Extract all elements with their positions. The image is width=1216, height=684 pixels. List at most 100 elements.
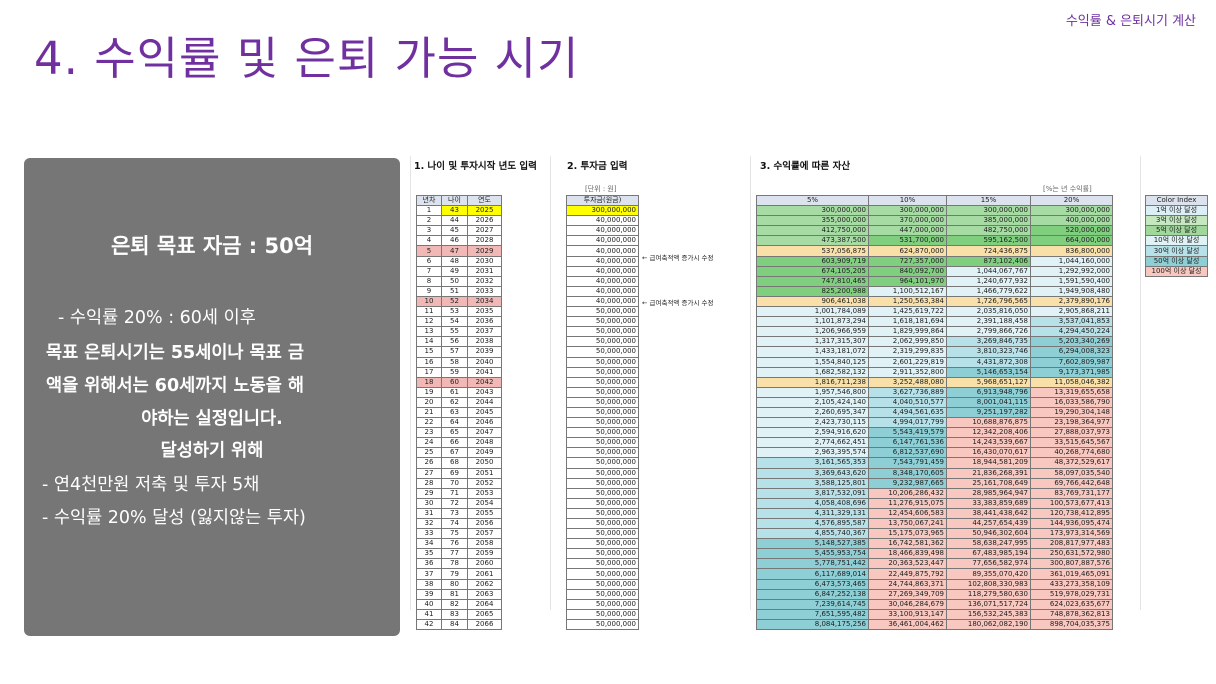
table-cell: 6,847,252,138 — [756, 588, 869, 600]
table-row: 32 74 2056 — [416, 517, 502, 530]
table-cell: 447,000,000 — [868, 225, 947, 237]
table-cell: 73 — [441, 507, 468, 520]
table-cell: 50,000,000 — [566, 507, 639, 520]
table-cell: 2042 — [467, 376, 502, 388]
table-cell: 2,105,424,140 — [756, 396, 869, 408]
table-row: 30 72 2054 — [416, 497, 502, 509]
table-row: 20 62 2044 — [416, 396, 502, 408]
table-cell: 19,290,304,148 — [1030, 406, 1113, 419]
col-header-principal: 투자금(원금) — [566, 194, 639, 207]
table-cell: 3,627,736,889 — [868, 386, 947, 398]
table-cell: 1,250,563,384 — [868, 295, 947, 308]
table-cell: 49 — [441, 265, 468, 277]
table-row: 40,000,000 — [566, 265, 639, 277]
table-row: 2,963,395,574 6,812,537,690 16,430,070,617… — [756, 447, 1113, 459]
age-year-table: 년차 나이 연도 1 43 2025 2 44 2026 3 45 2027 4 46 2028 5 47… — [416, 194, 502, 631]
table-cell: 40,000,000 — [566, 215, 639, 227]
table-row: 50,000,000 — [566, 447, 639, 459]
table-row: 50,000,000 — [566, 487, 639, 499]
table-cell: 664,000,000 — [1030, 235, 1113, 247]
table-row: 50,000,000 — [566, 497, 639, 509]
table-row: 1,554,840,125 2,601,229,819 4,431,872,308 7… — [756, 356, 1113, 368]
table-row: 29 71 2053 — [416, 487, 502, 499]
table-cell: 2,319,299,835 — [868, 346, 947, 358]
table-cell: 79 — [441, 568, 468, 580]
table-row: 50,000,000 — [566, 316, 639, 328]
table-cell: 50,000,000 — [566, 487, 639, 499]
table-cell: 7,602,809,987 — [1030, 356, 1113, 368]
table-row: 18 60 2042 — [416, 376, 502, 388]
table-cell: 724,436,875 — [946, 245, 1031, 257]
col-header-20pct: 20% — [1030, 194, 1113, 207]
table-row: 21 63 2045 — [416, 406, 502, 419]
section-3-title: 3. 수익률에 따른 자산 — [760, 161, 851, 172]
table-cell: 2,391,188,458 — [946, 316, 1031, 328]
table-cell: 25 — [416, 447, 442, 459]
table-cell: 19 — [416, 386, 442, 398]
table-row: 40,000,000 — [566, 255, 639, 267]
table-row: 50,000,000 — [566, 386, 639, 398]
table-cell: 89,355,070,420 — [946, 568, 1031, 580]
table-row: 355,000,000 370,000,000 385,000,000 400,000… — [756, 215, 1113, 227]
table-cell: 4,494,561,635 — [868, 406, 947, 419]
table-row: 19 61 2043 — [416, 386, 502, 398]
table-cell: 38 — [416, 578, 442, 590]
table-cell: 7 — [416, 265, 442, 277]
table-cell: 531,700,000 — [868, 235, 947, 247]
table-row: 4,576,895,587 13,750,067,241 44,257,654,43… — [756, 517, 1113, 530]
table-cell: 2065 — [467, 608, 502, 620]
table-cell: 4,576,895,587 — [756, 517, 869, 530]
table-cell: 2,062,999,850 — [868, 336, 947, 348]
table-cell: 355,000,000 — [756, 215, 869, 227]
table-cell: 50,000,000 — [566, 396, 639, 408]
table-cell: 6,117,689,014 — [756, 568, 869, 580]
table-cell: 40,000,000 — [566, 245, 639, 257]
table-row: 300,000,000 300,000,000 300,000,000 300,000… — [756, 205, 1113, 217]
table-cell: 32 — [416, 517, 442, 530]
asset-return-table: 5% 10% 15% 20% 300,000,000 300,000,000 300… — [756, 194, 1113, 631]
table-cell: 71 — [441, 487, 468, 499]
table-cell: 10,206,286,432 — [868, 487, 947, 499]
table-cell: 24 — [416, 437, 442, 449]
legend-item-4: 10억 이상 달성 — [1145, 235, 1208, 247]
table-cell: 5 — [416, 245, 442, 257]
table-row: 50,000,000 — [566, 558, 639, 570]
table-row: 40,000,000 — [566, 285, 639, 297]
table-cell: 26 — [416, 457, 442, 469]
table-row: 7,651,595,482 33,100,913,147 156,532,245,3… — [756, 608, 1113, 620]
table-cell: 9,232,987,665 — [868, 477, 947, 489]
table-row: 50,000,000 — [566, 548, 639, 560]
table-cell: 2030 — [467, 255, 502, 267]
table-cell: 13,319,655,658 — [1030, 386, 1113, 398]
table-cell: 83,769,731,177 — [1030, 487, 1113, 499]
table-cell: 16,430,070,617 — [946, 447, 1031, 459]
table-cell: 5,968,651,127 — [946, 376, 1031, 388]
table-cell: 50,000,000 — [566, 386, 639, 398]
table-row: 1,317,315,307 2,062,999,850 3,269,846,735 5… — [756, 336, 1113, 348]
table-row: 50,000,000 — [566, 588, 639, 600]
table-cell: 76 — [441, 538, 468, 550]
table-cell: 50,000,000 — [566, 427, 639, 439]
table-row: 825,200,988 1,100,512,167 1,466,779,622 1,9… — [756, 285, 1113, 297]
table-cell: 3,269,846,735 — [946, 336, 1031, 348]
table-cell: 33,100,913,147 — [868, 608, 947, 620]
table-cell: 58,638,247,995 — [946, 538, 1031, 550]
table-cell: 519,978,029,731 — [1030, 588, 1113, 600]
table-row: 50,000,000 — [566, 578, 639, 590]
rate-note: [%는 년 수익률] — [1043, 185, 1092, 193]
investment-table: 투자금(원금) 300,000,000 40,000,000 40,000,000 4… — [566, 194, 639, 631]
table-cell: 840,092,700 — [868, 265, 947, 277]
table-cell: 370,000,000 — [868, 215, 947, 227]
table-cell: 100,573,677,413 — [1030, 497, 1113, 509]
table-row: 6 48 2030 — [416, 255, 502, 267]
table-cell: 20 — [416, 396, 442, 408]
table-cell: 35 — [416, 548, 442, 560]
table-cell: 4,431,872,308 — [946, 356, 1031, 368]
table-row: 2,105,424,140 4,040,510,577 8,001,041,115 1… — [756, 396, 1113, 408]
table-cell: 11,276,915,075 — [868, 497, 947, 509]
table-cell: 15 — [416, 346, 442, 358]
table-row: 50,000,000 — [566, 326, 639, 338]
table-cell: 412,750,000 — [756, 225, 869, 237]
table-cell: 2045 — [467, 406, 502, 419]
table-row: 36 78 2060 — [416, 558, 502, 570]
